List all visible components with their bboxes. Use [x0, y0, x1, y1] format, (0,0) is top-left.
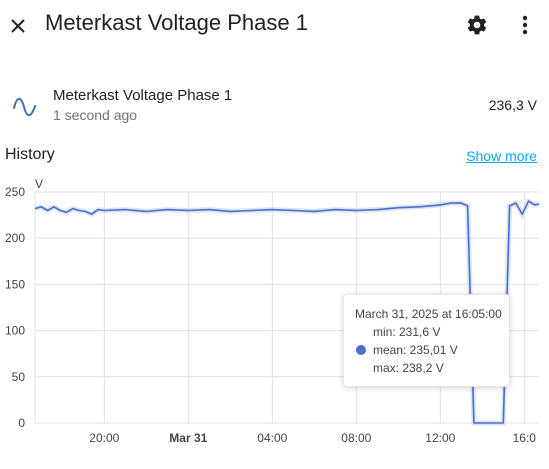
y-tick-label: 200	[5, 231, 25, 245]
x-tick-label: Mar 31	[169, 431, 207, 445]
history-chart[interactable]: V 0 50 100 150 200 250 20:00 Mar 31 04:00 08:00 1…	[0, 172, 549, 469]
chart-grid	[34, 191, 539, 424]
x-tick-label: 08:00	[341, 431, 371, 445]
dialog-header: Meterkast Voltage Phase 1	[0, 0, 549, 52]
tooltip-min: min: 231,6 V	[373, 325, 441, 339]
tooltip-time: March 31, 2025 at 16:05:00	[355, 307, 502, 321]
x-tick-label: 20:00	[89, 431, 119, 445]
x-tick-label: 04:00	[257, 431, 287, 445]
series-line	[34, 200, 540, 424]
sine-wave-icon	[13, 97, 36, 117]
settings-button[interactable]	[462, 10, 492, 40]
gear-icon	[467, 15, 487, 35]
tooltip-max: max: 238,2 V	[373, 361, 444, 375]
more-options-button[interactable]	[512, 10, 538, 40]
close-button[interactable]	[4, 8, 32, 44]
y-axis-ticks: 0 50 100 150 200 250	[5, 185, 25, 430]
entity-state: 236,3 V	[488, 97, 537, 113]
chart-tooltip: March 31, 2025 at 16:05:00 min: 231,6 V …	[343, 294, 510, 387]
history-title: History	[5, 146, 55, 163]
tooltip-series-dot	[356, 345, 366, 355]
entity-name: Meterkast Voltage Phase 1	[53, 87, 233, 104]
y-axis-unit-label: V	[35, 177, 43, 191]
y-tick-label: 250	[5, 185, 25, 199]
y-tick-label: 100	[5, 324, 25, 338]
y-tick-label: 0	[18, 416, 25, 430]
close-icon	[11, 19, 25, 33]
more-vertical-icon	[522, 15, 528, 35]
y-tick-label: 150	[5, 277, 25, 291]
dialog-title: Meterkast Voltage Phase 1	[45, 10, 308, 35]
entity-row[interactable]: Meterkast Voltage Phase 1 1 second ago 2…	[0, 80, 549, 128]
tooltip-mean: mean: 235,01 V	[373, 343, 458, 357]
x-tick-label: 16:0	[513, 431, 537, 445]
entity-last-updated: 1 second ago	[53, 107, 138, 123]
x-tick-label: 12:00	[425, 431, 455, 445]
x-axis-ticks: 20:00 Mar 31 04:00 08:00 12:00 16:0	[89, 431, 536, 445]
show-more-link[interactable]: Show more	[466, 148, 537, 164]
y-tick-label: 50	[12, 370, 26, 384]
